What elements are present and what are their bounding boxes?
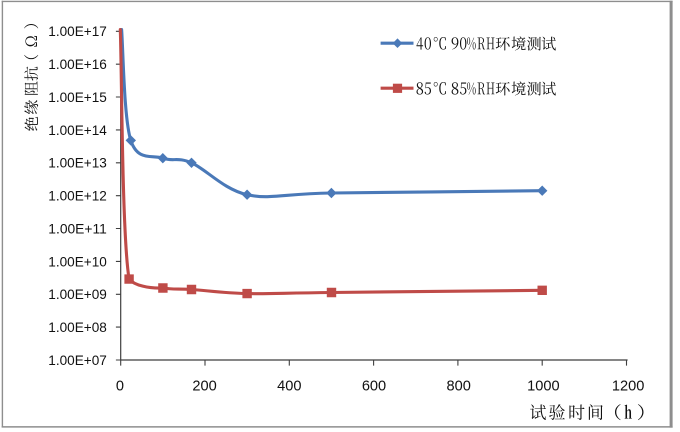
- svg-text:1.00E+08: 1.00E+08: [48, 320, 107, 336]
- svg-text:1.00E+09: 1.00E+09: [48, 287, 107, 303]
- svg-text:1.00E+11: 1.00E+11: [48, 221, 107, 237]
- svg-text:1.00E+13: 1.00E+13: [48, 156, 107, 172]
- svg-text:1.00E+07: 1.00E+07: [48, 353, 107, 369]
- svg-text:1000: 1000: [527, 378, 559, 394]
- svg-text:600: 600: [362, 378, 386, 394]
- svg-text:1.00E+15: 1.00E+15: [48, 90, 107, 106]
- svg-text:800: 800: [447, 378, 471, 394]
- svg-text:1.00E+17: 1.00E+17: [48, 24, 107, 40]
- svg-text:1.00E+16: 1.00E+16: [48, 57, 107, 73]
- svg-text:0: 0: [116, 378, 124, 394]
- svg-text:1.00E+12: 1.00E+12: [48, 189, 107, 205]
- svg-text:400: 400: [277, 378, 301, 394]
- svg-text:1.00E+14: 1.00E+14: [48, 123, 107, 139]
- svg-text:1200: 1200: [612, 378, 644, 394]
- svg-text:200: 200: [192, 378, 216, 394]
- svg-text:1.00E+10: 1.00E+10: [48, 254, 107, 270]
